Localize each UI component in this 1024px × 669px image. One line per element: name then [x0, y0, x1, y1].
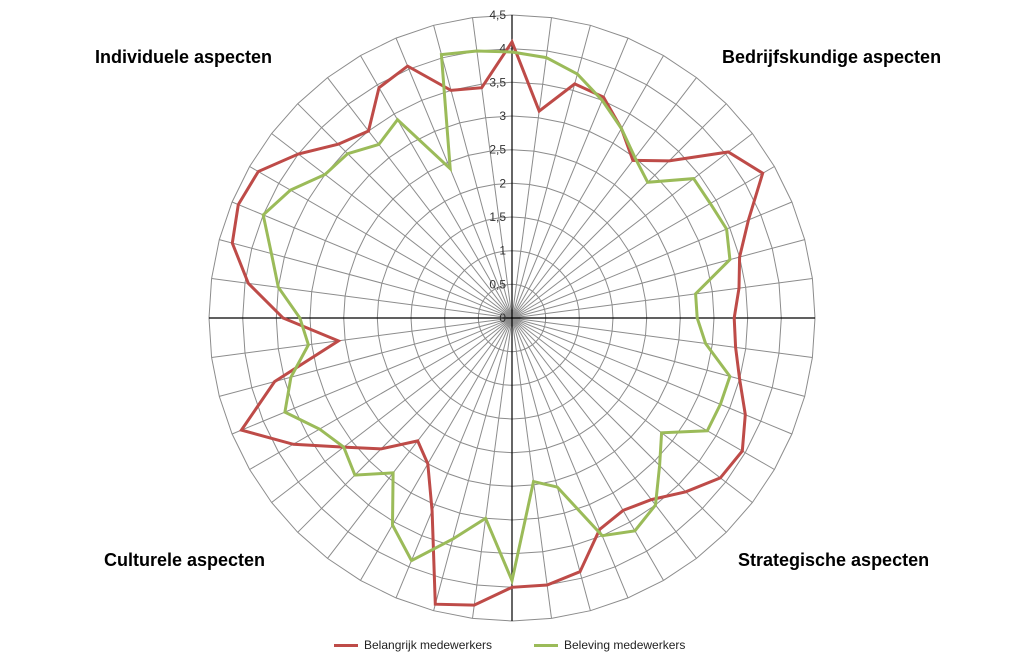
grid-spoke-22 [511, 317, 591, 611]
legend-item-belangrijk: Belangrijk medewerkers [334, 638, 492, 652]
grid-spoke-3 [511, 37, 629, 319]
grid-spoke-17 [511, 317, 753, 503]
tick-label-9: 4,5 [489, 8, 506, 22]
grid-spoke-28 [360, 317, 513, 581]
grid-spoke-23 [511, 317, 552, 619]
legend-swatch-beleving [534, 643, 558, 647]
grid-spoke-10 [511, 239, 805, 319]
radial-tick-labels: 0 0,5 1 1,5 2 2,5 3 3,5 4 4,5 [489, 8, 506, 325]
grid-spoke-1 [511, 17, 552, 319]
quadrant-label-strategische: Strategische aspecten [738, 550, 930, 570]
grid-spoke-14 [511, 317, 805, 397]
tick-label-3: 1,5 [489, 210, 506, 224]
grid-spoke-8 [511, 166, 775, 319]
grid-spoke-19 [511, 317, 697, 559]
grid-spoke-33 [231, 317, 513, 435]
grid-spoke-35 [211, 317, 513, 358]
grid-spoke-39 [231, 201, 513, 319]
series-line-0 [230, 38, 765, 607]
grid-spoke-7 [511, 133, 753, 319]
series-line-1 [261, 49, 732, 586]
tick-label-7: 3,5 [489, 75, 506, 89]
quadrant-label-bedrijfskundige: Bedrijfskundige aspecten [722, 47, 942, 67]
tick-label-0: 0 [499, 311, 506, 325]
grid-spoke-29 [327, 317, 513, 559]
tick-label-2: 1 [499, 244, 506, 258]
legend-label-belangrijk: Belangrijk medewerkers [364, 638, 493, 652]
tick-label-1: 0,5 [489, 277, 506, 291]
grid-spoke-37 [211, 278, 513, 319]
grid-spoke-13 [511, 317, 813, 358]
legend-label-beleving: Beleving medewerkers [564, 638, 686, 652]
grid-spoke-41 [271, 133, 513, 319]
grid-spoke-15 [511, 317, 793, 435]
grid-spoke-26 [433, 317, 513, 611]
grid-spoke-16 [511, 317, 775, 470]
radar-grid [208, 14, 816, 622]
quadrant-label-individuele: Individuele aspecten [95, 47, 273, 67]
grid-spoke-18 [511, 317, 727, 533]
legend-item-beleving: Beleving medewerkers [534, 638, 685, 652]
grid-spoke-30 [297, 317, 513, 533]
grid-spoke-11 [511, 278, 813, 319]
legend-swatch-belangrijk [334, 643, 358, 647]
grid-spoke-27 [395, 317, 513, 599]
grid-spoke-21 [511, 317, 629, 599]
grid-spoke-47 [472, 17, 513, 319]
tick-label-4: 2 [499, 176, 506, 190]
grid-spoke-6 [511, 103, 727, 319]
grid-spoke-40 [249, 166, 513, 319]
grid-spoke-43 [327, 77, 513, 319]
tick-label-8: 4 [499, 42, 506, 56]
grid-spoke-46 [433, 25, 513, 319]
grid-spoke-9 [511, 201, 793, 319]
grid-spoke-38 [219, 239, 513, 319]
grid-spoke-4 [511, 55, 664, 319]
quadrant-label-culturele: Culturele aspecten [104, 550, 266, 570]
tick-label-5: 2,5 [489, 143, 506, 157]
tick-label-6: 3 [499, 109, 506, 123]
grid-spoke-25 [472, 317, 513, 619]
grid-spoke-20 [511, 317, 664, 581]
grid-spoke-5 [511, 77, 697, 319]
grid-spoke-42 [297, 103, 513, 319]
grid-spoke-44 [360, 55, 513, 319]
grid-spoke-45 [395, 37, 513, 319]
grid-spoke-34 [219, 317, 513, 397]
grid-spoke-31 [271, 317, 513, 503]
series-layer [230, 38, 765, 607]
